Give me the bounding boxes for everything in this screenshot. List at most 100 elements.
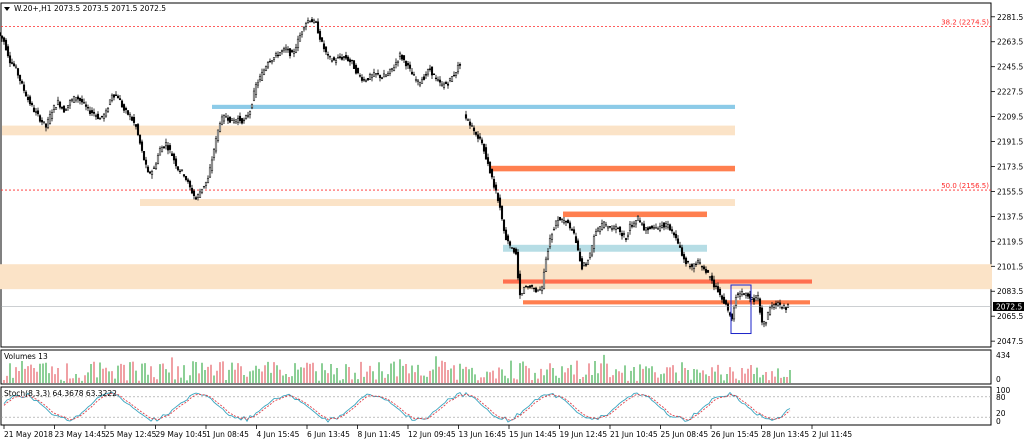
candle-body xyxy=(756,294,760,300)
candle-body xyxy=(504,229,508,241)
x-tick-label: 25 May 12:45 xyxy=(105,430,157,439)
candle-body xyxy=(150,170,154,176)
candle-body xyxy=(554,220,558,226)
candle-body xyxy=(74,97,78,101)
candle-body xyxy=(672,232,676,236)
candle-body xyxy=(548,238,552,248)
candle-body xyxy=(222,115,226,122)
candle-body xyxy=(56,99,60,105)
candle-body xyxy=(138,134,142,144)
candle-body xyxy=(676,238,680,244)
x-tick-label: 2 Jul 11:45 xyxy=(812,430,852,439)
candle-body xyxy=(148,171,152,174)
candle-body xyxy=(382,73,386,78)
stoch-panel-frame xyxy=(0,386,992,426)
candle-body xyxy=(110,94,114,101)
y-tick-label: 2047.5 xyxy=(997,337,1023,346)
candle-body xyxy=(24,91,28,97)
candle-body xyxy=(18,74,22,81)
candle-body xyxy=(762,320,766,325)
candle-body xyxy=(468,121,472,126)
candle-body xyxy=(30,103,34,106)
candle-body xyxy=(530,285,534,287)
candle-body xyxy=(250,104,254,109)
candle-body xyxy=(296,38,300,49)
candle-body xyxy=(602,221,606,228)
candle-body xyxy=(374,73,378,75)
candle-body xyxy=(162,146,166,148)
candle-body xyxy=(128,114,132,117)
candle-body xyxy=(426,69,430,75)
candle-body xyxy=(136,124,140,135)
candle-body xyxy=(60,106,64,109)
candle-body xyxy=(390,67,394,70)
y-tick-label: 2245.5 xyxy=(997,63,1023,72)
candle-body xyxy=(764,321,768,325)
candle-body xyxy=(292,51,296,54)
candle-body xyxy=(262,69,266,75)
candle-body xyxy=(64,109,68,111)
candle-body xyxy=(230,118,234,121)
candle-body xyxy=(734,297,738,307)
candle-body xyxy=(410,71,414,75)
x-tick-label: 6 Jun 13:45 xyxy=(307,430,350,439)
candle-body xyxy=(490,168,494,178)
candle-body xyxy=(82,101,86,104)
candle-body xyxy=(98,118,102,120)
candle-body xyxy=(732,307,736,320)
candle-body xyxy=(616,227,620,230)
candle-body xyxy=(600,223,604,230)
candle-body xyxy=(542,271,546,289)
candle-body xyxy=(330,60,334,62)
candle-body xyxy=(476,134,480,139)
chart-menu-icon[interactable] xyxy=(4,7,10,11)
candle-body xyxy=(290,50,294,53)
stoch-k-line xyxy=(3,391,791,423)
candle-body xyxy=(96,113,100,119)
fibo-label-1: 50.0 (2156.5) xyxy=(941,182,989,190)
candle-body xyxy=(430,66,434,76)
chart-title: W.20+,H1 2073.5 2073.5 2071.5 2072.5 xyxy=(14,4,166,13)
candle-body xyxy=(142,151,146,161)
candle-body xyxy=(42,121,46,123)
candle-body xyxy=(174,158,178,167)
current-price-label: 2072.5 xyxy=(996,302,1022,311)
candle-body xyxy=(402,55,406,61)
candle-body xyxy=(132,117,136,123)
fibo-levels: 38.2 (2274.5) 50.0 (2156.5) xyxy=(1,18,991,191)
candle-body xyxy=(106,108,110,112)
candle-body xyxy=(436,79,440,81)
candle-body xyxy=(658,225,662,231)
candle-body xyxy=(366,78,370,81)
candle-body xyxy=(550,234,554,240)
stoch-tick-80: 80 xyxy=(996,393,1006,402)
candle-body xyxy=(632,222,636,227)
candle-body xyxy=(488,161,492,174)
candle-body xyxy=(606,226,610,229)
candle-body xyxy=(524,286,528,288)
candle-body xyxy=(320,37,324,42)
candle-body xyxy=(442,83,446,88)
stoch-tick-20: 20 xyxy=(996,409,1006,418)
stoch-label: Stoch(8,3,3) 64.3678 63.3222 xyxy=(4,389,117,398)
candle-body xyxy=(682,254,686,260)
candle-body xyxy=(204,181,208,186)
candle-body xyxy=(492,179,496,188)
candle-body xyxy=(420,79,424,84)
candle-body xyxy=(526,286,530,288)
candle-body xyxy=(772,304,776,308)
candle-body xyxy=(620,233,624,237)
candle-body xyxy=(680,247,684,256)
candle-body xyxy=(746,293,750,297)
candle-body xyxy=(494,184,498,191)
candle-body xyxy=(260,72,264,81)
candle-body xyxy=(190,187,194,194)
candle-body xyxy=(88,110,92,114)
x-axis: 21 May 2018 23 May 14:45 25 May 12:45 29 Ma… xyxy=(3,425,852,439)
candle-body xyxy=(678,245,682,248)
candle-body xyxy=(200,188,204,193)
candle-body xyxy=(196,194,200,198)
candle-body xyxy=(570,229,574,231)
candle-body xyxy=(518,273,522,296)
zone-0 xyxy=(2,125,735,136)
